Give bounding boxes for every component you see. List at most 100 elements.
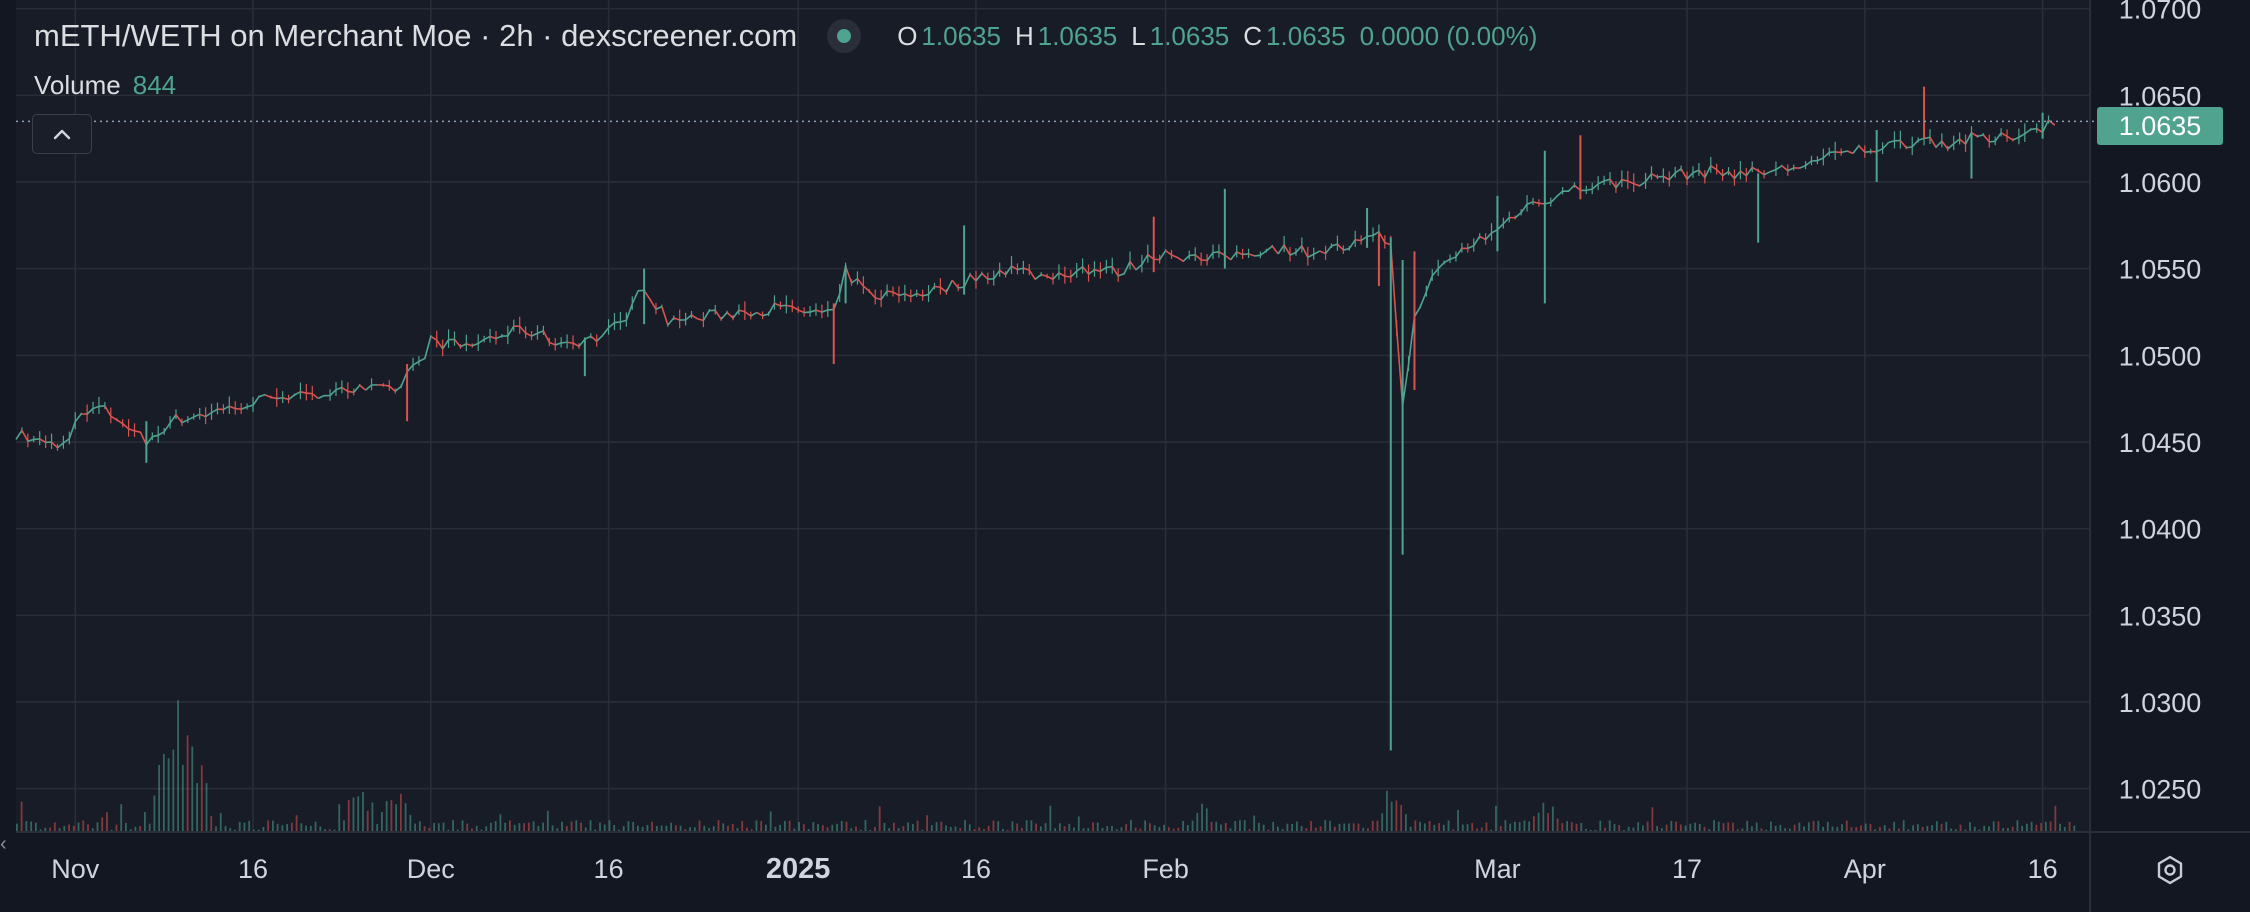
chart-settings-button[interactable] [2150,850,2190,890]
status-dot-icon[interactable] [827,19,862,53]
x-tick-label: Feb [1142,854,1189,884]
volume-bar [509,820,511,832]
price-segment [939,286,947,293]
volume-bar [513,824,516,832]
chevron-left-icon[interactable]: ‹ [0,832,7,855]
volume-bar [177,700,179,832]
price-segment [1710,165,1718,171]
volume-bar [1357,823,1360,832]
volume-bar [1234,820,1237,832]
x-tick-label: 2025 [766,853,831,885]
price-segment [780,304,787,307]
volume-bar [1988,826,1990,832]
price-segment [1129,261,1137,271]
volume-bar [1954,829,1957,832]
volume-bar [1518,822,1521,832]
volume-bar [120,804,123,832]
volume-bar [1153,825,1156,832]
volume-bar [1926,826,1929,832]
volume-bar [1812,821,1815,832]
volume-bar [637,825,639,832]
volume-bar [1770,821,1772,832]
volume-bar [2016,820,2019,832]
volume-bar [1532,816,1535,832]
volume-bar [1684,825,1687,832]
price-segment [886,290,894,293]
volume-bar [219,813,222,832]
volume-bar [381,812,383,832]
price-segment [1106,265,1113,269]
volume-bar [1845,820,1848,832]
x-tick-label: 16 [2028,854,2058,884]
volume-bar [949,827,952,832]
volume-bar [1087,828,1090,832]
volume-bar [395,804,398,832]
price-axis[interactable]: 1.0700 1.0650 1.0600 1.0550 1.0500 1.0450 1.04… [2119,0,2202,805]
price-segment [767,302,776,315]
price-segment [1307,253,1315,258]
price-segment [620,319,627,323]
volume-bar [518,823,521,832]
price-segment [1449,256,1457,260]
volume-bar [1490,829,1493,832]
volume-bar [1400,805,1403,832]
price-segment [927,285,936,295]
volume-bar [1167,827,1170,832]
volume-bar [390,800,393,832]
volume-bar [376,823,379,832]
volume-bar [964,820,966,832]
volume-bar [1945,821,1948,832]
volume-bar [1348,823,1350,832]
price-segment [483,335,491,341]
volume-bar [594,829,597,832]
price-segment [1277,244,1285,255]
price-segment [726,311,734,319]
price-segment [1117,272,1125,277]
volume-bar [475,825,478,832]
price-segment [1355,238,1362,242]
volume-bar [1324,820,1327,832]
volume-bar [807,829,810,832]
volume-bar [480,829,483,832]
price-segment [2000,132,2008,137]
volume-bar [1239,820,1241,832]
volume-bar [418,821,421,832]
volume-bar [1556,818,1559,832]
volume-bar [1191,820,1194,832]
price-segment [1271,245,1279,255]
collapse-legend-button[interactable] [32,114,92,154]
volume-bar [527,822,530,832]
price-segment [1040,273,1048,278]
price-segment [786,304,793,308]
price-segment [1242,253,1249,256]
price-segment [1076,266,1084,272]
price-segment [714,309,722,320]
price-segment [975,272,983,282]
price-segment [1591,183,1599,190]
price-segment [596,334,604,342]
volume-bar [1888,828,1891,832]
volume-bar [551,825,554,832]
volume-bar [888,828,891,832]
price-segment [566,341,574,344]
volume-bar [2035,824,2038,832]
price-segment [507,325,515,337]
volume-bar [181,764,184,832]
price-segment [1953,138,1961,145]
price-segment [365,384,373,391]
volume-bar [276,823,279,832]
x-tick-label: Apr [1844,854,1886,884]
price-segment [1165,249,1172,256]
price-segment [1319,250,1326,255]
volume-bar [1570,822,1573,832]
volume-bar [162,754,165,832]
price-segment [163,422,171,433]
price-segment [910,293,918,298]
price-segment [1289,251,1297,256]
price-segment [875,297,882,301]
change-value: 0.0000 (0.00%) [1359,20,1538,51]
price-segment [205,411,212,418]
time-axis[interactable]: Nov 16 Dec 16 2025 16 Feb Mar 17 Apr 16 [51,853,2057,885]
volume-bar [1025,820,1028,832]
